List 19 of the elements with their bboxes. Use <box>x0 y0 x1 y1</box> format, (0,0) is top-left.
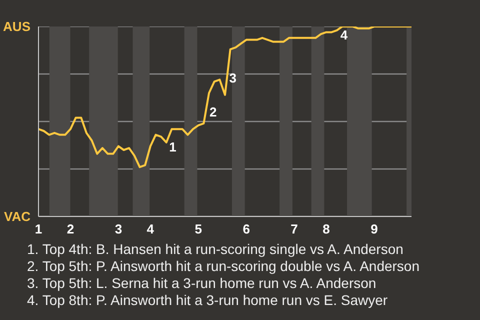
x-tick-label: 4 <box>146 222 155 236</box>
text: 3. Top 5th: L. Serna hit a 3-run home run vs A. Anderson <box>27 275 378 292</box>
text: 2. Top 5th: P. Ainsworth hit a run-scoring double vs A. Anderson <box>27 258 420 275</box>
x-tick-label: 7 <box>290 222 298 236</box>
x-tick-label: 3 <box>114 222 122 236</box>
x-tick-label: 5 <box>194 222 202 236</box>
annotation: 2 <box>209 104 217 120</box>
x-tick-label: 2 <box>66 222 74 236</box>
x-tick-label: 8 <box>322 222 330 236</box>
annotation: 4 <box>340 28 348 43</box>
ref-line-label: VAC <box>4 209 32 224</box>
text: 4. Top 8th: P. Ainsworth hit a 3-run home run vs E. Sawyer <box>27 292 389 309</box>
annotation: 3 <box>229 70 236 86</box>
annotation: 1 <box>169 140 176 155</box>
x-tick-label: 9 <box>370 222 378 236</box>
text: 1. Top 4th: B. Hansen hit a run-scoring single vs A. Anderson <box>27 241 404 258</box>
x-tick-label: 6 <box>242 222 250 236</box>
x-tick-label: 1 <box>34 222 42 236</box>
ref-line-label: AUS <box>3 19 31 34</box>
